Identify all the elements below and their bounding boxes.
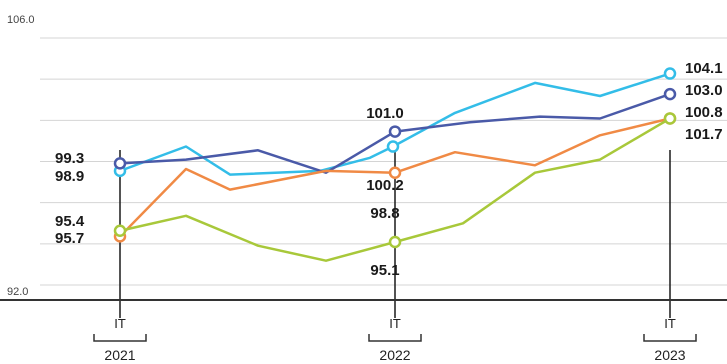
- series-3-point-4: [388, 235, 402, 249]
- series-1-point-0: [113, 157, 127, 170]
- series-line-0: [119, 72, 671, 176]
- value-label-2022-0: 101.0: [366, 105, 404, 122]
- value-label-2022-2: 98.8: [370, 205, 399, 222]
- value-label-2022-1: 100.2: [366, 177, 404, 194]
- x-bracket-2021: [93, 334, 147, 342]
- value-label-2023-1: 103.0: [685, 82, 723, 99]
- series-1-point-8: [663, 87, 677, 101]
- series-2-point-4: [388, 166, 402, 179]
- series-3-point-0: [113, 224, 127, 238]
- value-label-2021-3: 95.7: [55, 230, 84, 247]
- value-label-2023-3: 101.7: [685, 126, 723, 143]
- value-label-2021-2: 95.4: [55, 213, 85, 230]
- x-bracket-2023: [643, 334, 697, 342]
- value-labels-layer: 99.398.9 95.495.7 101.0 100.2 98.8 95.1 104.1 1…: [55, 60, 723, 279]
- x-year-label-2021: 2021: [104, 347, 135, 363]
- x-quarter-label-2021: IT: [114, 316, 126, 331]
- x-year-label-2023: 2023: [654, 347, 685, 363]
- x-year-label-2022: 2022: [379, 347, 410, 363]
- value-label-2023-0: 104.1: [685, 60, 723, 77]
- x-bracket-2022: [368, 334, 422, 342]
- series-0-point-9: [663, 67, 677, 80]
- value-label-2021-1: 98.9: [55, 168, 84, 185]
- series-1-point-4: [388, 125, 402, 138]
- x-axis-layer: IT 2021 IT 2022 IT 2023: [93, 316, 697, 363]
- points-layer: [113, 67, 677, 249]
- series-3-point-8: [663, 112, 677, 125]
- x-quarter-label-2023: IT: [664, 316, 676, 331]
- value-label-2022-3: 95.1: [370, 262, 399, 279]
- value-label-2023-2: 100.8: [685, 104, 723, 121]
- series-0-point-5: [386, 140, 400, 153]
- y-axis-min-label: 92.0: [7, 286, 28, 298]
- x-quarter-label-2022: IT: [389, 316, 401, 331]
- value-label-2021-0: 99.3: [55, 150, 84, 167]
- y-axis-max-label: 106.0: [7, 14, 35, 26]
